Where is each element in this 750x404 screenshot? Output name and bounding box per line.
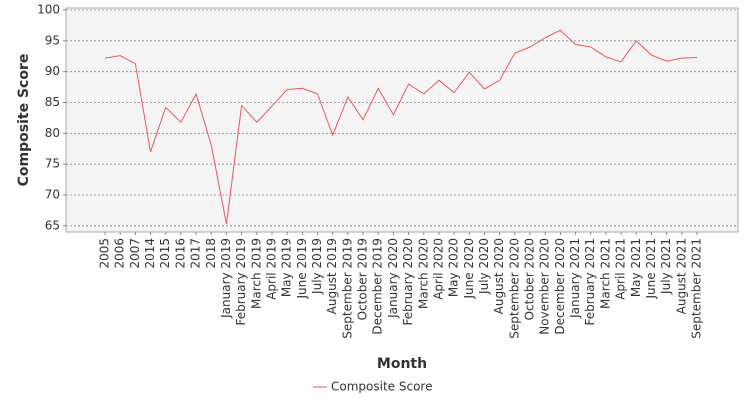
x-tick-label: December 2019 xyxy=(371,238,385,335)
x-tick-label: February 2020 xyxy=(401,238,415,326)
x-tick-label: May 2021 xyxy=(629,238,643,297)
x-tick-label: August 2021 xyxy=(674,238,688,314)
x-tick-label: April 2021 xyxy=(614,238,628,300)
x-tick-label: October 2020 xyxy=(523,238,537,320)
legend-label: Composite Score xyxy=(331,380,432,394)
x-tick-label: March 2021 xyxy=(598,238,612,309)
x-tick-label: November 2020 xyxy=(538,238,552,335)
x-tick-label: April 2020 xyxy=(431,238,445,300)
x-tick-label: January 2020 xyxy=(386,238,400,319)
x-tick-label: February 2021 xyxy=(583,238,597,326)
x-tick-label: March 2020 xyxy=(416,238,430,309)
x-tick-label: September 2020 xyxy=(507,238,521,339)
y-tick-label: 65 xyxy=(45,218,60,232)
x-tick-label: 2006 xyxy=(113,238,127,269)
y-tick-label: 90 xyxy=(45,64,60,78)
y-axis-label: Composite Score xyxy=(16,54,32,187)
y-tick-label: 85 xyxy=(45,95,60,109)
y-tick-label: 70 xyxy=(45,188,60,202)
x-tick-label: 2015 xyxy=(158,238,172,269)
x-tick-label: 2014 xyxy=(143,238,157,269)
x-tick-label: 2018 xyxy=(204,238,218,269)
x-tick-label: January 2021 xyxy=(568,238,582,319)
x-tick-label: August 2020 xyxy=(492,238,506,314)
y-tick-label: 80 xyxy=(45,126,60,140)
x-tick-label: 2007 xyxy=(128,238,142,269)
x-axis-label: Month xyxy=(377,356,427,372)
y-tick-label: 75 xyxy=(45,157,60,171)
x-tick-label: December 2020 xyxy=(553,238,567,335)
x-tick-label: September 2021 xyxy=(690,238,704,339)
x-tick-label: October 2019 xyxy=(356,238,370,320)
x-tick-label: July 2021 xyxy=(659,238,673,295)
x-tick-label: June 2019 xyxy=(295,238,309,300)
x-tick-label: May 2020 xyxy=(447,238,461,297)
x-tick-label: May 2019 xyxy=(280,238,294,297)
x-tick-label: 2016 xyxy=(173,238,187,269)
x-tick-label: June 2021 xyxy=(644,238,658,300)
x-tick-label: January 2019 xyxy=(219,238,233,319)
x-tick-label: February 2019 xyxy=(234,238,248,326)
x-tick-label: 2005 xyxy=(98,238,112,269)
x-tick-label: March 2019 xyxy=(249,238,263,309)
x-tick-label: September 2019 xyxy=(340,238,354,339)
x-tick-label: August 2019 xyxy=(325,238,339,314)
y-tick-label: 100 xyxy=(37,3,60,17)
y-tick-label: 95 xyxy=(45,33,60,47)
x-tick-label: April 2019 xyxy=(264,238,278,300)
x-tick-label: 2017 xyxy=(189,238,203,269)
x-tick-label: June 2020 xyxy=(462,238,476,300)
x-tick-label: July 2020 xyxy=(477,238,491,295)
x-tick-label: July 2019 xyxy=(310,238,324,295)
data-line xyxy=(104,29,698,225)
